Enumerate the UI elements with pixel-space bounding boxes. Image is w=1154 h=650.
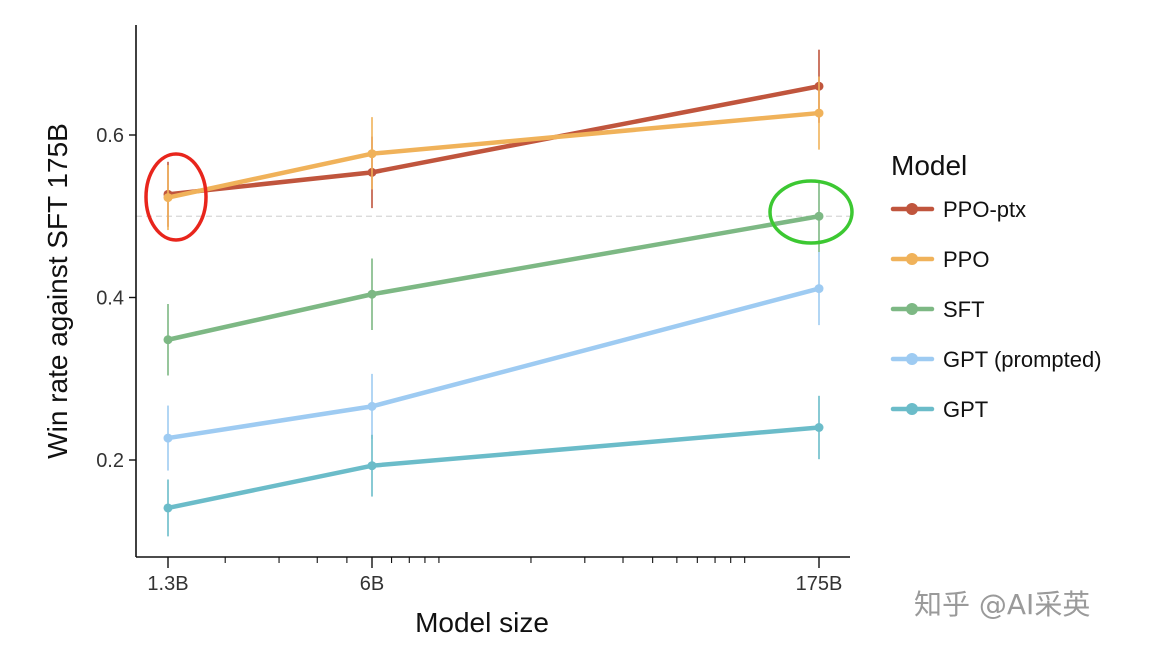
legend-label-sft: SFT <box>943 297 985 322</box>
point-sft-6B <box>367 289 377 299</box>
annotation-green-ellipse <box>768 179 854 245</box>
legend-item-ppo-ptx: PPO-ptx <box>890 197 1026 222</box>
x-axis-title: Model size <box>415 607 549 638</box>
y-tick-label-0.4: 0.4 <box>96 288 124 310</box>
x-tick-label-6B: 6B <box>360 573 384 595</box>
legend-swatch-dot-gpt-prompted <box>906 353 918 365</box>
legend-item-ppo: PPO <box>890 247 989 272</box>
point-gpt-175B <box>814 423 824 432</box>
point-ppo-1.3B <box>163 193 173 203</box>
y-tick-label-0.6: 0.6 <box>96 125 124 147</box>
x-minor-ticks <box>224 557 746 563</box>
point-sft-175B <box>814 211 824 221</box>
y-ticks: 0.2 0.4 0.6 <box>96 125 136 472</box>
point-ppo-6B <box>367 149 377 159</box>
point-gpt-prompted-1.3B <box>163 433 173 443</box>
series-ppo <box>163 76 824 231</box>
axes <box>135 25 850 558</box>
series-ppo-ptx <box>163 49 824 227</box>
annotation-layer <box>144 152 854 245</box>
legend-label-gpt: GPT <box>943 397 988 422</box>
legend-swatch-dot-sft <box>906 303 918 315</box>
series-line-gpt <box>165 425 822 511</box>
point-gpt-prompted-6B <box>367 401 377 411</box>
legend-label-ppo-ptx: PPO-ptx <box>943 197 1026 222</box>
legend-label-ppo: PPO <box>943 247 989 272</box>
series-gpt <box>163 395 824 537</box>
legend-title: Model <box>891 150 967 181</box>
annotation-red-ellipse <box>144 152 208 242</box>
legend-label-gpt-prompted: GPT (prompted) <box>943 347 1102 372</box>
y-tick-label-0.2: 0.2 <box>96 450 124 472</box>
legend-swatch-dot-ppo <box>906 253 918 265</box>
point-gpt-prompted-175B <box>814 284 824 294</box>
y-axis-title: Win rate against SFT 175B <box>42 123 73 459</box>
x-ticks: 1.3B 6B 175B <box>147 557 842 595</box>
series-layer <box>163 49 824 537</box>
legend-item-sft: SFT <box>890 297 985 322</box>
series-line-gpt-prompted <box>165 286 822 441</box>
legend-item-gpt-prompted: GPT (prompted) <box>890 347 1102 372</box>
point-sft-1.3B <box>163 335 173 345</box>
point-ppo-175B <box>814 108 824 118</box>
series-sft <box>163 180 824 376</box>
series-line-sft <box>165 214 822 342</box>
series-gpt-prompted <box>163 252 824 471</box>
legend-items: PPO-ptx PPO SFT GPT (prompted) GPT <box>890 197 1102 422</box>
legend: Model PPO-ptx PPO SFT GPT (prompted) GPT <box>890 150 1102 422</box>
point-gpt-1.3B <box>163 503 173 513</box>
legend-item-gpt: GPT <box>890 397 988 422</box>
legend-swatch-dot-gpt <box>906 403 918 415</box>
watermark: 知乎 @AI采英 <box>914 588 1090 621</box>
legend-swatch-dot-ppo-ptx <box>906 203 918 215</box>
point-gpt-6B <box>367 461 377 471</box>
x-tick-label-175B: 175B <box>796 573 843 595</box>
x-tick-label-1.3B: 1.3B <box>147 573 188 595</box>
